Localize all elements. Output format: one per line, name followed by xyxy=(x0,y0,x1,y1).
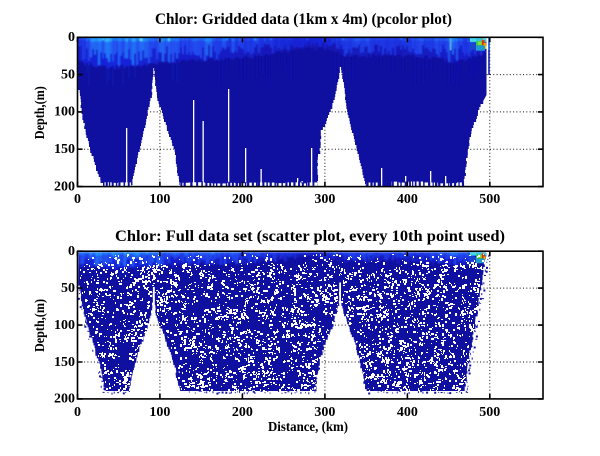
svg-text:0: 0 xyxy=(74,192,81,207)
svg-text:300: 300 xyxy=(314,405,335,420)
svg-text:500: 500 xyxy=(479,405,500,420)
svg-text:500: 500 xyxy=(479,192,500,207)
svg-text:Depth,(m): Depth,(m) xyxy=(32,299,47,352)
svg-text:0: 0 xyxy=(74,405,81,420)
svg-text:Chlor: Full data set (scatter: Chlor: Full data set (scatter plot, ever… xyxy=(115,228,505,245)
svg-text:200: 200 xyxy=(232,405,253,420)
svg-text:Chlor: Gridded data (1km x 4m): Chlor: Gridded data (1km x 4m) (pcolor p… xyxy=(155,11,452,28)
svg-text:200: 200 xyxy=(232,192,253,207)
svg-text:200: 200 xyxy=(54,392,75,407)
svg-text:Depth,(m): Depth,(m) xyxy=(32,86,47,139)
svg-text:100: 100 xyxy=(54,105,75,120)
svg-text:50: 50 xyxy=(61,281,75,296)
svg-text:400: 400 xyxy=(397,192,418,207)
svg-text:300: 300 xyxy=(314,192,335,207)
svg-text:400: 400 xyxy=(397,405,418,420)
svg-text:100: 100 xyxy=(149,405,170,420)
svg-text:0: 0 xyxy=(68,30,75,45)
svg-text:0: 0 xyxy=(68,244,75,259)
svg-text:150: 150 xyxy=(54,142,75,157)
svg-text:100: 100 xyxy=(149,192,170,207)
svg-text:200: 200 xyxy=(54,179,75,194)
svg-text:Distance, (km): Distance, (km) xyxy=(268,420,348,435)
svg-text:50: 50 xyxy=(61,67,75,82)
svg-text:100: 100 xyxy=(54,318,75,333)
svg-text:150: 150 xyxy=(54,355,75,370)
